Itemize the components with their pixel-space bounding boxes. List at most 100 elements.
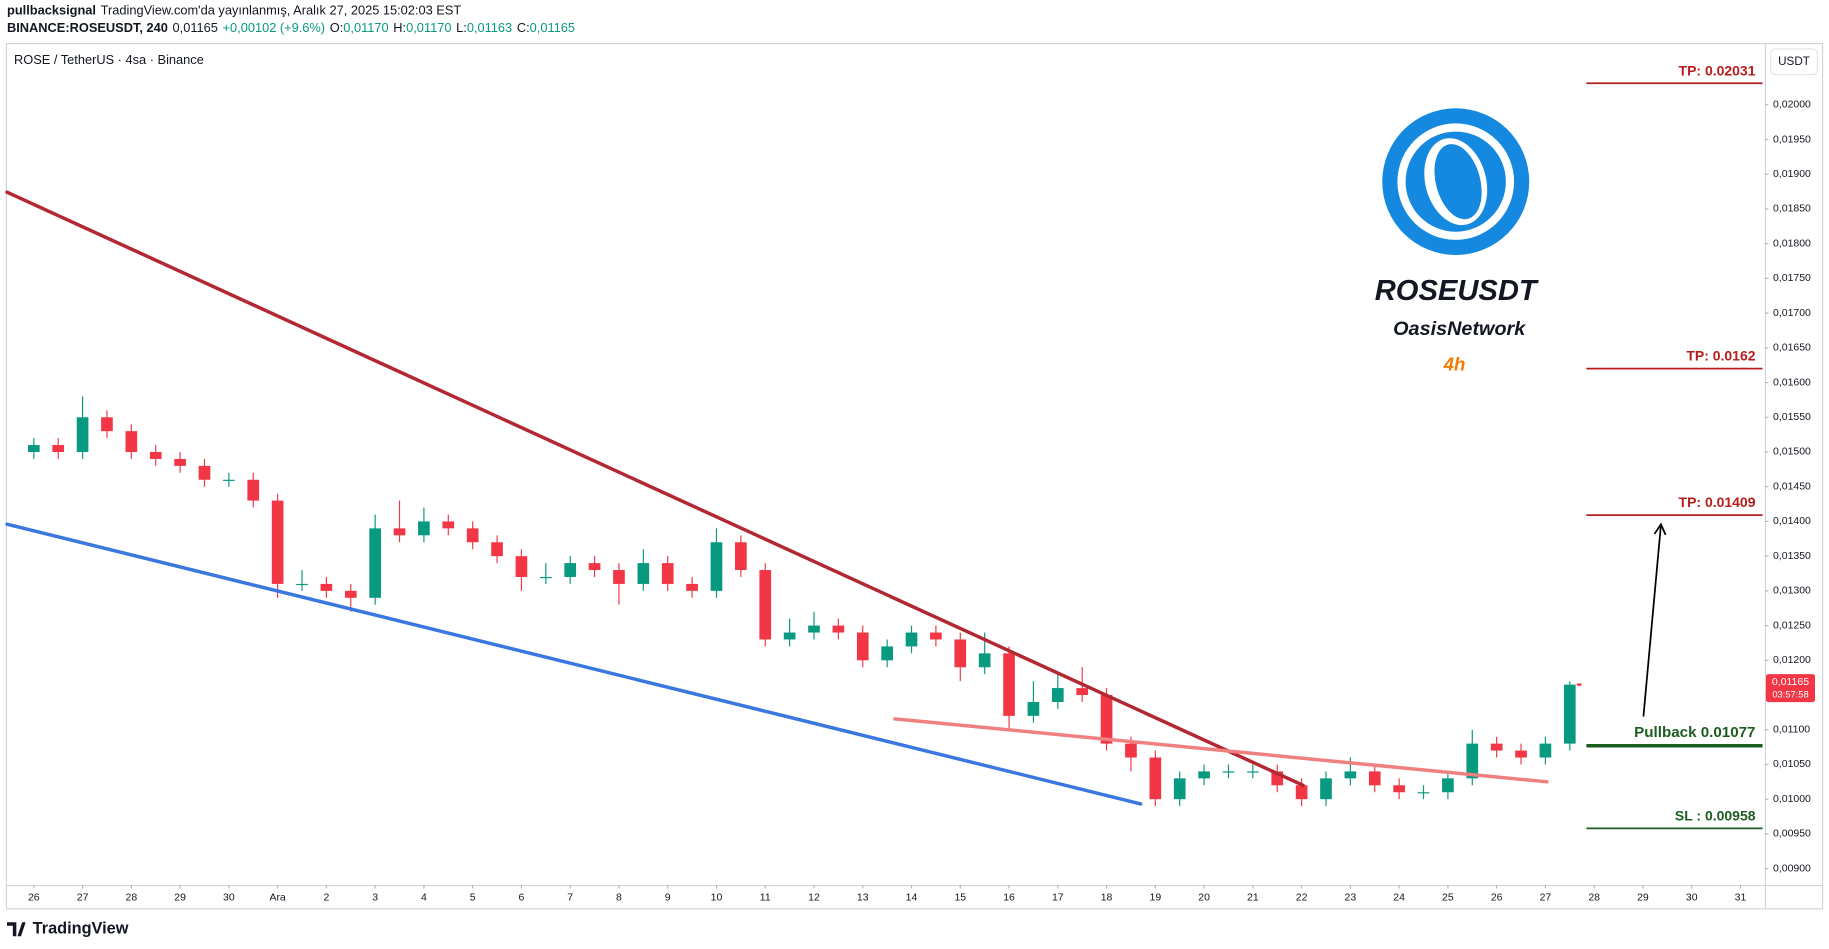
x-tick-label: 17 bbox=[1052, 893, 1064, 904]
arrow bbox=[1642, 524, 1662, 717]
candle-body bbox=[1222, 771, 1235, 773]
x-tick-label: 5 bbox=[470, 893, 476, 904]
candle-body bbox=[515, 556, 528, 577]
candle-body bbox=[296, 583, 308, 586]
candle-body bbox=[1271, 771, 1284, 786]
y-tick-label: 0,01300 bbox=[1773, 586, 1811, 597]
candle-body bbox=[1003, 653, 1015, 716]
x-tick-label: 15 bbox=[954, 893, 966, 904]
x-tick-label: 22 bbox=[1296, 893, 1308, 904]
y-tick-label: 0,01750 bbox=[1773, 273, 1811, 284]
candle-body bbox=[491, 542, 503, 557]
x-tick-label: 11 bbox=[760, 893, 771, 904]
x-tick-label: 27 bbox=[77, 893, 89, 904]
trendline bbox=[5, 190, 1305, 788]
logo-core bbox=[1434, 144, 1482, 220]
x-tick-label: 30 bbox=[1686, 893, 1698, 904]
candle-body bbox=[1320, 778, 1332, 800]
y-tick-label: 0,01550 bbox=[1773, 412, 1811, 423]
ohlc-value: 0,01170 bbox=[406, 21, 451, 36]
y-tick-label: 0,00950 bbox=[1773, 829, 1811, 840]
candle-body bbox=[101, 417, 113, 432]
x-tick-label: 14 bbox=[906, 893, 918, 904]
candle-body bbox=[905, 632, 918, 647]
candle-body bbox=[1125, 743, 1137, 758]
x-tick-label: 12 bbox=[808, 893, 820, 904]
x-tick-label: 6 bbox=[519, 893, 525, 904]
candle-body bbox=[881, 646, 893, 661]
candle-body bbox=[954, 639, 967, 668]
currency-button[interactable] bbox=[1770, 48, 1818, 76]
x-tick-label: 9 bbox=[665, 893, 671, 904]
plot: 0,00900 0,00950 0,01000 0,01050 0,01100 0,011… bbox=[5, 62, 1816, 904]
candle-body bbox=[320, 583, 333, 591]
candle-body bbox=[735, 542, 747, 571]
level-label: TP: 0.02031 bbox=[1679, 62, 1756, 78]
candle-body bbox=[588, 563, 601, 571]
candle-body bbox=[174, 458, 186, 466]
candle-body bbox=[539, 576, 552, 579]
candle-body bbox=[52, 445, 65, 452]
x-tick-label: 19 bbox=[1149, 893, 1161, 904]
trendline bbox=[893, 717, 1549, 784]
level-label: TP: 0.01409 bbox=[1679, 494, 1756, 510]
candle-body bbox=[76, 417, 89, 452]
candle-body bbox=[637, 563, 650, 584]
y-tick-label: 0,01850 bbox=[1773, 204, 1811, 215]
candle-body bbox=[613, 570, 625, 584]
x-tick-label: 8 bbox=[616, 893, 622, 904]
ohlc-key: H: bbox=[393, 21, 406, 36]
y-tick-label: 0,01900 bbox=[1773, 169, 1811, 180]
x-tick-label: 27 bbox=[1540, 893, 1552, 904]
currency: USDT bbox=[1778, 55, 1810, 68]
brand-icon bbox=[6, 922, 26, 937]
x-tick-label: 7 bbox=[567, 893, 573, 904]
candle-body bbox=[686, 583, 698, 591]
candle-body bbox=[856, 632, 869, 661]
footer-logo bbox=[6, 922, 26, 937]
candle-body bbox=[1149, 757, 1162, 800]
candle-body bbox=[1466, 743, 1479, 779]
x-tick-label: 31 bbox=[1735, 893, 1747, 904]
candle-body bbox=[198, 465, 211, 480]
candle-body bbox=[1539, 743, 1552, 758]
candle-body bbox=[418, 521, 430, 536]
candle-body bbox=[1515, 750, 1527, 758]
y-tick-label: 0,02000 bbox=[1773, 100, 1811, 111]
y-tick-label: 0,01000 bbox=[1773, 794, 1811, 805]
candle-body bbox=[1076, 688, 1089, 696]
candle-body bbox=[125, 431, 138, 452]
candle-body bbox=[1563, 684, 1576, 744]
candle-body bbox=[1417, 792, 1430, 794]
x-tick-label: 16 bbox=[1003, 893, 1015, 904]
y-tick-label: 0,01350 bbox=[1773, 551, 1811, 562]
ohlc-value: 0,01170 bbox=[343, 21, 388, 36]
arrow-head bbox=[1653, 522, 1667, 536]
candle-body bbox=[223, 479, 235, 481]
last-price-box bbox=[1766, 674, 1816, 703]
x-tick-label: 13 bbox=[857, 893, 869, 904]
x-tick-label: 28 bbox=[126, 893, 138, 904]
change: +0,00102 (+9.6%) bbox=[223, 21, 326, 36]
candle-body bbox=[832, 625, 845, 633]
level-label: TP: 0.0162 bbox=[1686, 348, 1755, 364]
ohlc-key: L: bbox=[456, 21, 467, 36]
candle-body bbox=[564, 563, 577, 577]
last: 0,01165 bbox=[173, 21, 218, 36]
trendline bbox=[5, 522, 1143, 806]
y-tick-label: 0,01650 bbox=[1773, 343, 1811, 354]
header-line-2: BINANCE:ROSEUSDT, 240 0,01165 +0,00102 (+9… bbox=[7, 21, 575, 36]
chart-frame bbox=[5, 43, 1824, 910]
x-tick-label: 26 bbox=[28, 893, 40, 904]
candle-body bbox=[149, 451, 162, 459]
y-tick-label: 0,00900 bbox=[1773, 863, 1811, 874]
candle-body bbox=[27, 445, 40, 452]
candle-body bbox=[1442, 778, 1454, 793]
x-tick-label: 25 bbox=[1442, 893, 1454, 904]
candle-body bbox=[1100, 695, 1113, 744]
candle-body bbox=[466, 528, 479, 543]
last-price-label: 0,01165 bbox=[1772, 677, 1809, 688]
candle-body bbox=[344, 590, 357, 598]
x-tick-label: 29 bbox=[174, 893, 186, 904]
